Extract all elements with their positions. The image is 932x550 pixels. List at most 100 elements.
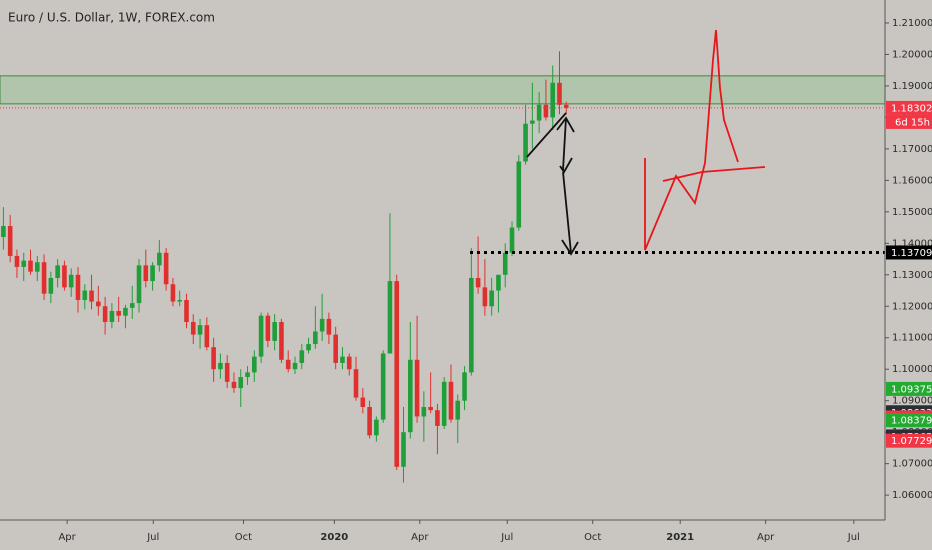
candle-body	[123, 307, 128, 316]
y-tick-label: 1.07000	[892, 459, 932, 470]
candle-body	[353, 369, 359, 398]
y-tick-label: 1.20000	[892, 49, 932, 60]
candle-body	[387, 281, 393, 354]
candle-body	[218, 362, 223, 370]
x-tick-label: Apr	[757, 532, 775, 543]
candle-body	[150, 265, 155, 282]
candle-body	[462, 372, 467, 401]
candle-body	[258, 315, 264, 357]
countdown-box	[886, 114, 932, 129]
candle-body	[428, 406, 433, 411]
candle-body	[197, 325, 203, 335]
candle-body	[557, 82, 562, 105]
candle-body	[536, 104, 542, 121]
candle-body	[102, 306, 108, 323]
candle-body	[245, 372, 250, 378]
y-tick-label: 1.15000	[892, 207, 932, 218]
y-tick-label: 1.09000	[892, 396, 932, 407]
candle-body	[170, 284, 176, 302]
price-label-box	[886, 433, 932, 448]
candle-body	[75, 274, 81, 300]
candle-body	[265, 315, 271, 341]
price-label-box	[886, 413, 932, 428]
candle-body	[68, 274, 74, 288]
candle-body	[109, 310, 115, 323]
candle-body	[157, 252, 162, 266]
candle-body	[96, 301, 101, 307]
candle-body	[82, 290, 88, 300]
candle-body	[285, 359, 291, 370]
candle-body	[455, 400, 461, 420]
y-tick-label: 1.19000	[892, 81, 932, 92]
candle-body	[190, 322, 196, 335]
candle-body	[543, 104, 549, 118]
candle-body	[62, 265, 67, 288]
candle-body	[14, 255, 20, 267]
candle-body	[211, 347, 216, 370]
candle-body	[319, 318, 325, 332]
candle-body	[136, 265, 142, 304]
scribble-line	[662, 166, 766, 182]
price-label-box	[886, 381, 932, 396]
candle-body	[224, 362, 230, 382]
black-drawing	[526, 112, 579, 256]
x-tick-label: Oct	[235, 532, 252, 543]
candle-body	[530, 120, 535, 124]
trend-line	[526, 112, 567, 158]
candle-body	[482, 287, 488, 307]
candle-body	[129, 303, 135, 308]
x-tick-label: Jul	[146, 532, 159, 543]
candle-body	[346, 356, 352, 370]
candle-body	[7, 226, 13, 256]
x-tick-label: Apr	[58, 532, 76, 543]
candle-body	[401, 432, 406, 467]
candle-body	[279, 322, 284, 360]
price-label: 1.07729	[891, 436, 932, 447]
candle-body	[41, 262, 47, 294]
candle-body	[28, 260, 33, 272]
y-tick-label: 1.06000	[892, 490, 932, 501]
price-label: 1.09375	[891, 384, 932, 395]
x-tick-label: Jul	[500, 532, 513, 543]
candle-body	[231, 381, 237, 389]
candle-body	[469, 277, 474, 373]
chart-title: Euro / U.S. Dollar, 1W, FOREX.com	[8, 11, 215, 25]
price-label: 1.18302	[891, 103, 932, 114]
candle-body	[333, 334, 338, 363]
candle-body	[441, 381, 447, 426]
candle-body	[489, 290, 494, 307]
candle-body	[407, 359, 413, 433]
y-tick-label: 1.14000	[892, 238, 932, 249]
candle-body	[313, 331, 318, 345]
price-label-box	[886, 245, 932, 260]
candle-body	[516, 161, 522, 228]
candle-body	[550, 82, 556, 118]
candle-body	[340, 356, 345, 363]
price-label: 1.13709	[891, 248, 932, 259]
candle-body	[360, 397, 366, 407]
candle-body	[367, 406, 372, 436]
candle-body	[435, 410, 440, 426]
x-tick-label: Jul	[847, 532, 860, 543]
candle-body	[204, 325, 210, 348]
resistance-zone	[0, 75, 886, 105]
candle-body	[414, 359, 420, 417]
candle-body	[21, 260, 27, 267]
candle-body	[563, 104, 569, 108]
candle-body	[292, 362, 298, 370]
y-tick-label: 1.11000	[892, 333, 932, 344]
candle-body	[55, 265, 60, 278]
candle-body	[523, 123, 528, 162]
candle-body	[163, 252, 169, 285]
candle-body	[448, 381, 454, 420]
candle-body	[184, 299, 189, 323]
candle-body	[496, 274, 501, 291]
arrow-long	[561, 171, 579, 256]
candle-body	[177, 299, 183, 302]
plot-area	[0, 51, 886, 483]
scribble	[644, 29, 739, 251]
candle-body	[238, 377, 244, 389]
candle-body	[34, 262, 40, 272]
candle-body	[272, 322, 277, 341]
x-tick-label: 2020	[320, 532, 348, 543]
